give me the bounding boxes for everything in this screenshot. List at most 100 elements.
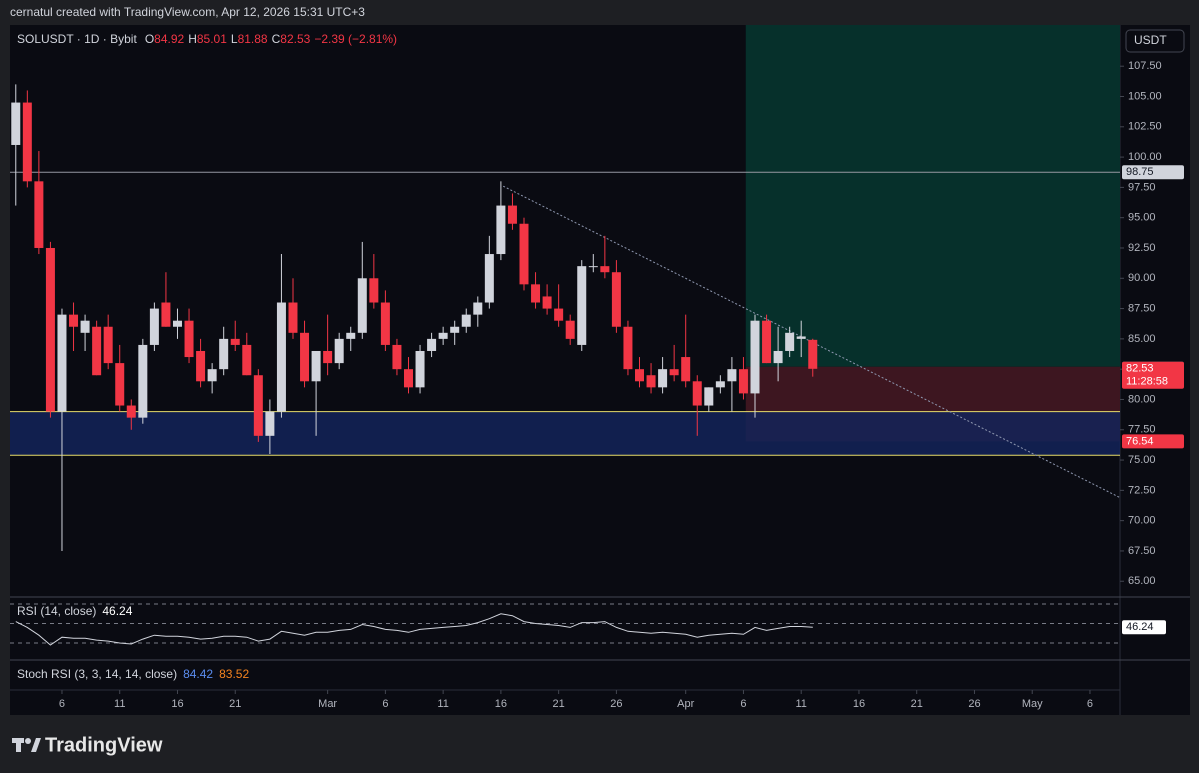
stop-tag: 76.54 [1126, 435, 1154, 447]
rsi-tag-bg [1122, 620, 1166, 635]
y-tick-label: 90.00 [1128, 272, 1156, 284]
candle-body [126, 405, 136, 418]
candle-body [611, 272, 621, 327]
candle-body [588, 266, 598, 268]
y-tick-label: 107.50 [1128, 60, 1162, 72]
candle-body [138, 344, 148, 418]
candle-body [184, 320, 194, 358]
candle-body [496, 205, 506, 255]
candle-body [542, 296, 552, 309]
candle-body [785, 332, 795, 351]
x-tick-label: 11 [114, 698, 125, 710]
ohlc-letter: O [145, 32, 154, 46]
y-tick-label: 87.50 [1128, 302, 1156, 314]
candle-body [484, 254, 494, 303]
candle-body [796, 336, 806, 339]
candle-body [230, 338, 240, 345]
candle-body [34, 181, 44, 248]
candle-body [473, 302, 483, 315]
candle-body [22, 102, 32, 182]
rsi-line [15, 613, 813, 646]
candle-body [207, 369, 217, 382]
candle-body [554, 308, 564, 321]
candle-body [415, 350, 425, 388]
y-tick-label: 105.00 [1128, 90, 1162, 102]
x-tick-label: 16 [495, 698, 507, 710]
symbol: SOLUSDT · 1D · Bybit [17, 32, 137, 46]
candle-body [646, 375, 656, 388]
ohlc-letter: H [188, 32, 197, 46]
logo-shape [25, 738, 31, 744]
y-tick-label: 102.50 [1128, 121, 1162, 133]
currency: USDT [1134, 33, 1167, 47]
currency-box [1125, 29, 1185, 53]
candle-body [380, 302, 390, 345]
candle-body [334, 338, 344, 364]
candle-body [507, 205, 517, 224]
candle-body [11, 102, 21, 145]
candle-body [69, 314, 79, 327]
hline-tag: 98.75 [1126, 166, 1154, 178]
plot [10, 25, 1120, 551]
logo [12, 738, 41, 752]
candle-body [311, 350, 321, 382]
x-tick-label: 21 [553, 698, 565, 710]
candle-body [623, 326, 633, 370]
x-tick-label: 26 [968, 698, 980, 710]
x-tick-label: 26 [610, 698, 622, 710]
candle-body [692, 381, 702, 406]
x-tick-label: 11 [437, 698, 448, 710]
stoch-value: 84.42 [183, 667, 213, 681]
y-tick-label: 75.00 [1128, 454, 1156, 466]
x-tick-label: 6 [382, 698, 388, 710]
candle-body [346, 332, 356, 339]
candle-body [253, 375, 263, 436]
support-zone [10, 411, 1120, 456]
brand: TradingView [45, 734, 163, 756]
candle-body [519, 223, 529, 285]
countdown: 11:28:58 [1126, 376, 1168, 388]
candle-body [577, 266, 587, 345]
rsi-tag: 46.24 [1126, 621, 1154, 633]
candle-body [149, 308, 159, 345]
candle-body [715, 381, 725, 388]
ohlc-value: 81.88 [238, 32, 268, 46]
rsi-value: 46.24 [102, 604, 132, 618]
candle-body [727, 369, 737, 382]
profit-zone [745, 25, 1120, 367]
logo-shape [31, 738, 41, 752]
candle-body [750, 320, 760, 394]
x-tick-label: 6 [59, 698, 65, 710]
x-tick-label: 6 [1087, 698, 1093, 710]
candle-body [288, 302, 298, 333]
candle-body [392, 344, 402, 370]
candle-body [531, 284, 541, 303]
x-tick-label: Apr [677, 698, 694, 710]
candle-body [658, 369, 668, 388]
candle-body [681, 357, 691, 382]
ohlc-value: 84.92 [154, 32, 184, 46]
x-tick-label: 6 [740, 698, 746, 710]
candle-body [265, 411, 275, 436]
y-tick-label: 72.50 [1128, 484, 1156, 496]
candle-body [103, 326, 113, 364]
candle-body [738, 369, 748, 394]
y-tick-label: 65.00 [1128, 575, 1156, 587]
candle-body [80, 320, 90, 333]
candle-body [438, 332, 448, 339]
stoch-value: 83.52 [219, 667, 249, 681]
y-tick-label: 77.50 [1128, 424, 1156, 436]
ohlc-value: 85.01 [197, 32, 227, 46]
y-tick-label: 85.00 [1128, 333, 1156, 345]
candle-body [357, 278, 367, 333]
x-tick-label: 21 [911, 698, 923, 710]
y-tick-label: 67.50 [1128, 545, 1156, 557]
candle-body [461, 314, 471, 327]
y-tick-label: 70.00 [1128, 515, 1156, 527]
y-tick-label: 100.00 [1128, 151, 1162, 163]
stoch-legend: Stoch RSI (3, 3, 14, 14, close) 84.42 83.5… [17, 667, 249, 681]
candle-body [242, 344, 252, 376]
candle-body [323, 350, 333, 364]
candle-body [196, 350, 206, 382]
